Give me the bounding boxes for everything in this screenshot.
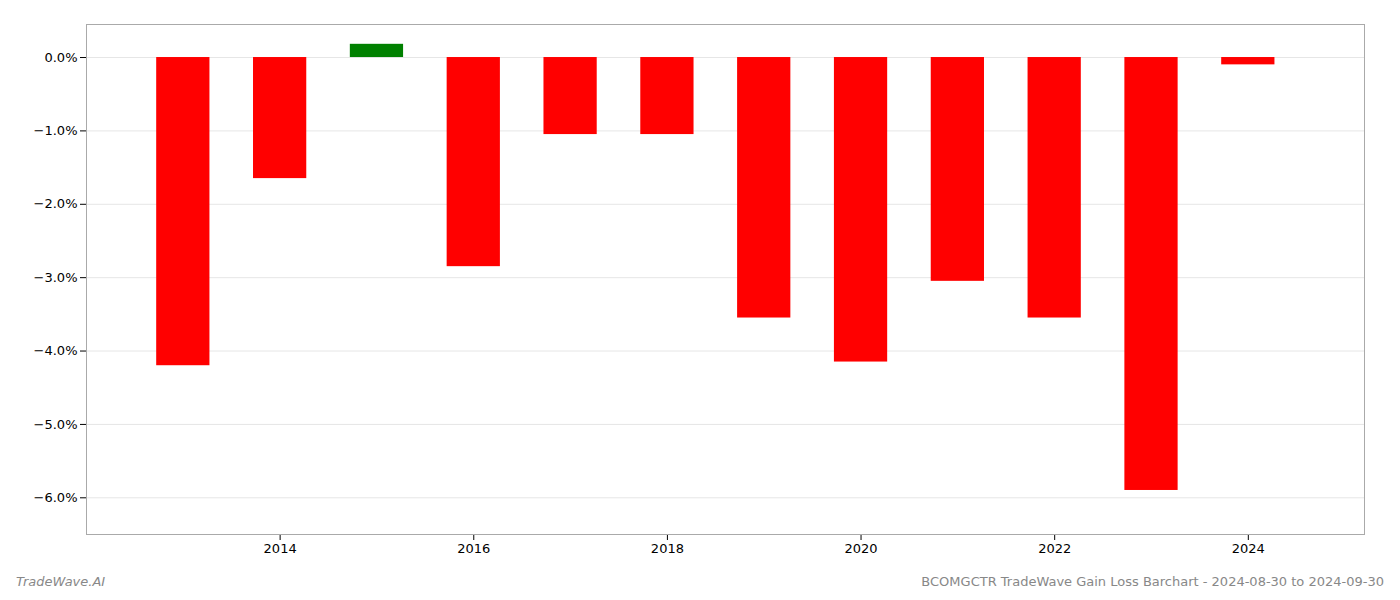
- svg-text:2018: 2018: [651, 541, 684, 556]
- svg-text:2020: 2020: [844, 541, 877, 556]
- svg-text:2024: 2024: [1232, 541, 1265, 556]
- html-text:TradeWave.AI: TradeWave.AI: [16, 574, 106, 589]
- svg-text:2016: 2016: [457, 541, 490, 556]
- svg-text:2014: 2014: [264, 541, 297, 556]
- html-text:BCOMGCTR TradeWave Gain Loss B: BCOMGCTR TradeWave Gain Loss Barchart - …: [921, 574, 1384, 589]
- svg-text:−5.0%: −5.0%: [34, 417, 78, 432]
- svg-text:−3.0%: −3.0%: [34, 270, 78, 285]
- svg-text:−6.0%: −6.0%: [34, 490, 78, 505]
- svg-text:2022: 2022: [1038, 541, 1071, 556]
- svg-text:−2.0%: −2.0%: [34, 196, 78, 211]
- svg-text:−1.0%: −1.0%: [34, 123, 78, 138]
- svg-text:0.0%: 0.0%: [44, 50, 77, 65]
- svg-text:−4.0%: −4.0%: [34, 343, 78, 358]
